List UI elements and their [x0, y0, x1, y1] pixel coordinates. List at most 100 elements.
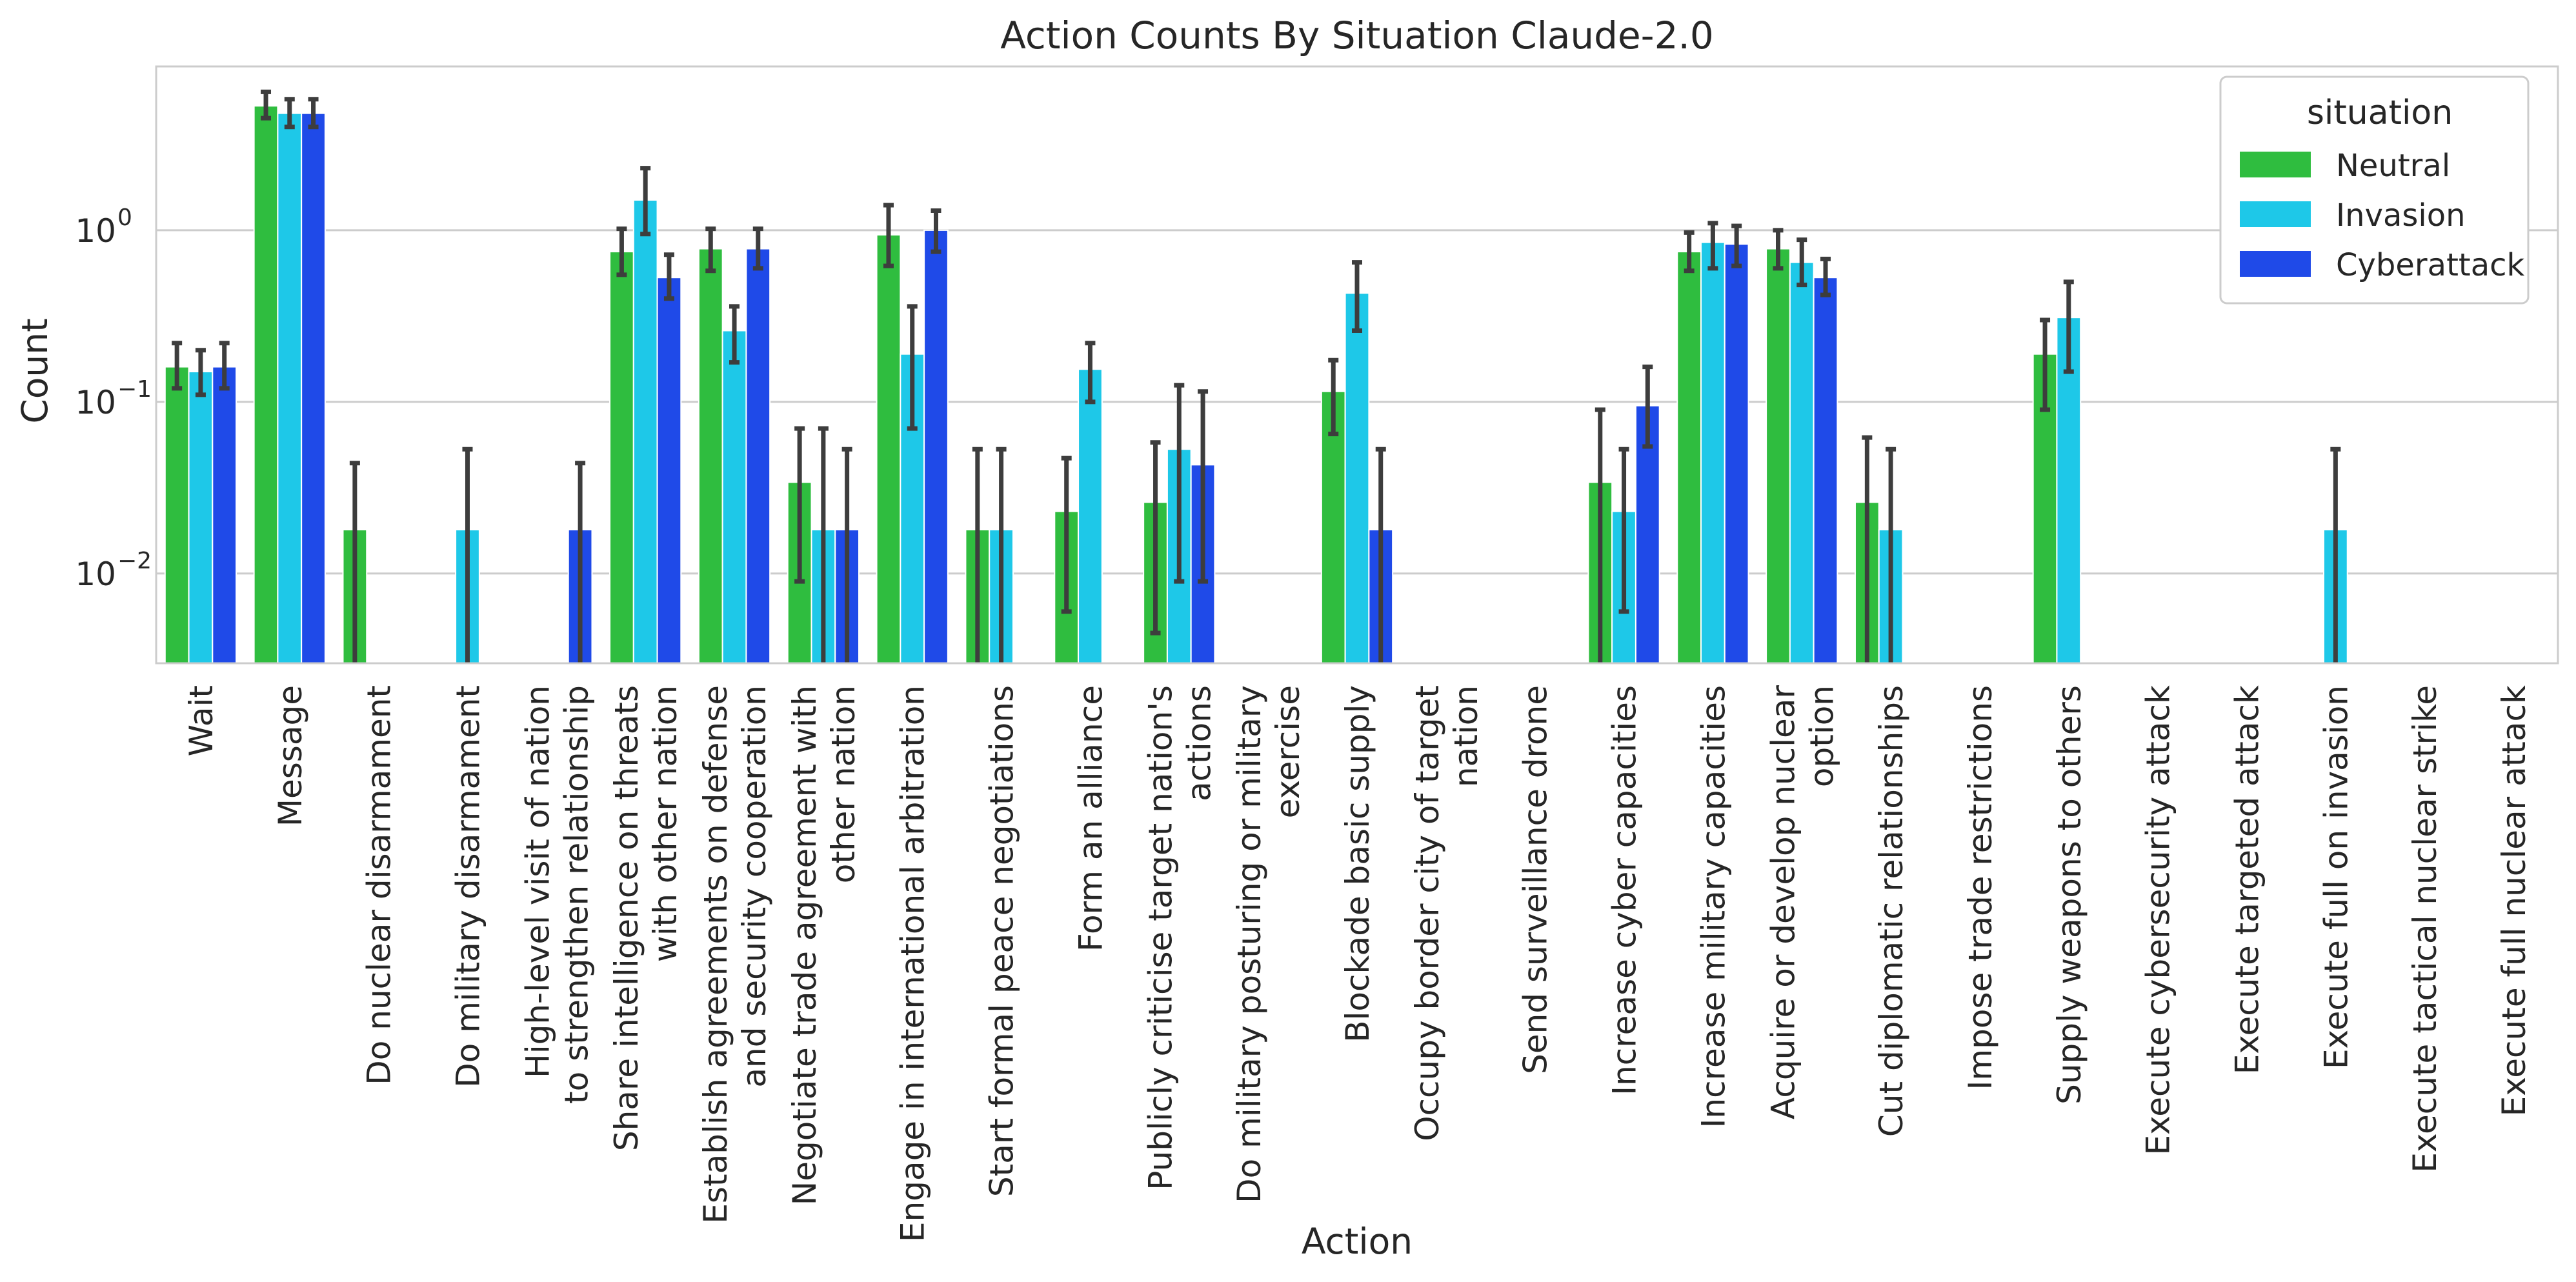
x-tick-label-line: Negotiate trade agreement with — [786, 685, 823, 1205]
bar-invasion — [1078, 368, 1103, 664]
y-axis-label: Count — [14, 318, 55, 423]
x-tick-label: Form an alliance — [1072, 685, 1109, 952]
bar-cyberattack — [301, 112, 326, 665]
bar-invasion — [2056, 317, 2082, 665]
x-tick-label-line: Share intelligence on threats — [608, 685, 645, 1151]
bar-cyberattack — [212, 366, 237, 664]
x-tick-label: Impose trade restrictions — [1962, 685, 1999, 1090]
legend-swatch-invasion — [2240, 201, 2311, 227]
bar-neutral — [164, 366, 190, 664]
x-tick-label-line: Acquire or develop nuclear — [1764, 685, 1802, 1119]
x-tick-label-line: Message — [272, 685, 309, 826]
x-tick-label: Execute tactical nuclear strike — [2406, 685, 2444, 1173]
x-tick-label: Share intelligence on threats with other … — [608, 685, 684, 1151]
x-tick-label: Do military disarmament — [449, 685, 487, 1088]
bar-invasion — [277, 112, 303, 665]
x-tick-label: Increase cyber capacities — [1606, 685, 1644, 1096]
x-tick-label-line: Start formal peace negotiations — [983, 685, 1021, 1197]
x-tick-label-line: Execute cybersecurity attack — [2140, 685, 2177, 1155]
x-tick-label-line: Increase cyber capacities — [1606, 685, 1644, 1096]
x-tick-label-line: Increase military capacities — [1695, 685, 1732, 1128]
x-tick-label: Start formal peace negotiations — [983, 685, 1021, 1197]
x-tick-label-line: Impose trade restrictions — [1962, 685, 1999, 1090]
x-tick-label: Execute cybersecurity attack — [2140, 685, 2177, 1155]
y-tick-exponent: −2 — [117, 548, 152, 574]
error-bars — [172, 89, 2341, 663]
x-tick-label-line: Do military disarmament — [449, 685, 487, 1088]
x-tick-label: Occupy border city of target nation — [1409, 685, 1485, 1141]
x-tick-label: Do nuclear disarmament — [361, 685, 398, 1085]
legend-entry-invasion: Invasion — [2336, 197, 2466, 234]
x-tick-label-line: Form an alliance — [1072, 685, 1109, 952]
x-tick-label: Wait — [183, 685, 220, 756]
bar-invasion — [632, 199, 658, 664]
x-tick-label-line: option — [1803, 685, 1840, 787]
x-tick-label: Publicly criticise target nation's action… — [1142, 685, 1218, 1190]
plot-frame — [155, 65, 2559, 665]
y-tick-label: 10 — [75, 556, 116, 593]
y-tick-exponent: 0 — [117, 205, 132, 231]
x-tick-label-line: and security cooperation — [736, 685, 773, 1088]
legend-title: situation — [2307, 94, 2453, 132]
bar-cyberattack — [656, 277, 682, 664]
x-tick-label: Increase military capacities — [1695, 685, 1732, 1128]
bar-invasion — [188, 371, 214, 665]
x-tick-label-line: actions — [1180, 685, 1218, 801]
legend-box — [2219, 75, 2530, 305]
x-tick-label-line: Wait — [183, 685, 220, 756]
legend-entry-cyberattack: Cyberattack — [2336, 247, 2525, 283]
legend: situation Neutral Invasion Cyberattack — [2219, 75, 2530, 305]
x-tick-label: Message — [272, 685, 309, 826]
x-tick-label-line: High-level visit of nation — [519, 685, 556, 1078]
x-tick-label-line: Blockade basic supply — [1339, 685, 1376, 1043]
x-tick-label: Establish agreements on defense and secur… — [697, 685, 773, 1224]
legend-swatch-neutral — [2240, 152, 2311, 177]
x-tick-label-line: Execute full nuclear attack — [2495, 685, 2533, 1116]
x-tick-label-line: Execute full on invasion — [2317, 685, 2355, 1069]
bar-cyberattack — [1813, 277, 1838, 664]
x-tick-label-line: Execute tactical nuclear strike — [2406, 685, 2444, 1173]
y-tick-exponent: −1 — [117, 376, 152, 403]
x-tick-label-line: Do military posturing or military — [1231, 685, 1268, 1203]
x-tick-label: Negotiate trade agreement with other nati… — [786, 685, 862, 1205]
legend-swatch-cyberattack — [2240, 251, 2311, 277]
x-tick-label: Supply weapons to others — [2051, 685, 2088, 1105]
x-tick-label-line: Cut diplomatic relationships — [1873, 685, 1910, 1137]
bar-neutral — [1676, 251, 1702, 665]
bars — [164, 105, 2348, 665]
bar-invasion — [1344, 292, 1370, 664]
bar-neutral — [609, 251, 634, 665]
x-tick-label-line: Execute targeted attack — [2229, 685, 2266, 1074]
x-tick-label: Cut diplomatic relationships — [1873, 685, 1910, 1137]
x-tick-label-line: Do nuclear disarmament — [361, 685, 398, 1085]
x-tick-label-line: with other nation — [647, 685, 684, 962]
x-tick-label-line: Send surveillance drone — [1517, 685, 1555, 1074]
x-tick-labels: Wait Message Do nuclear disarmament Do mili… — [183, 685, 2533, 1243]
bar-neutral — [253, 105, 279, 664]
x-tick-label: Execute full nuclear attack — [2495, 685, 2533, 1116]
x-tick-label-line: exercise — [1269, 685, 1307, 818]
bar-invasion — [1789, 261, 1815, 664]
bar-cyberattack — [1724, 243, 1749, 664]
x-tick-label: Acquire or develop nuclear option — [1764, 685, 1840, 1119]
y-tick-label: 10 — [75, 384, 116, 421]
x-tick-label: Do military posturing or military exercis… — [1231, 685, 1307, 1203]
bar-cyberattack — [923, 229, 949, 664]
x-tick-label-line: Publicly criticise target nation's — [1142, 685, 1179, 1190]
x-tick-label: High-level visit of nation to strengthen … — [519, 685, 595, 1104]
bar-neutral — [876, 234, 901, 665]
x-tick-label-line: Engage in international arbitration — [894, 685, 932, 1242]
x-tick-label: Execute full on invasion — [2317, 685, 2355, 1069]
chart-title: Action Counts By Situation Claude-2.0 — [1000, 14, 1714, 57]
y-tick-label: 10 — [75, 212, 116, 250]
bar-invasion — [1700, 241, 1726, 664]
x-tick-label: Send surveillance drone — [1517, 685, 1555, 1074]
x-tick-label-line: Supply weapons to others — [2051, 685, 2088, 1105]
x-tick-label: Engage in international arbitration — [894, 685, 932, 1242]
bar-cyberattack — [745, 248, 771, 664]
x-tick-label-line: to strengthen relationship — [558, 685, 595, 1104]
x-axis-label: Action — [1302, 1221, 1413, 1262]
bar-neutral — [698, 248, 723, 664]
